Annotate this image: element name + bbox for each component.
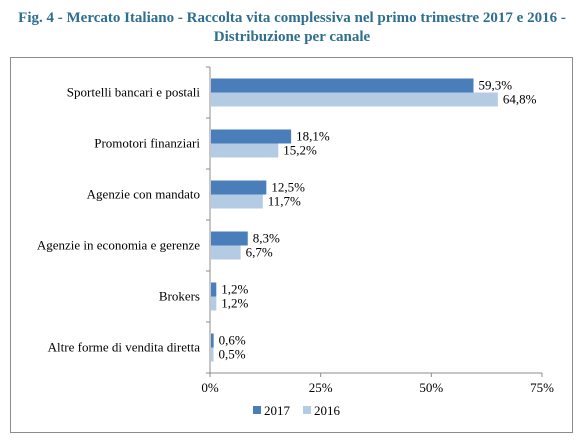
figure-title-line-2: Distribuzione per canale bbox=[213, 29, 371, 45]
x-tick-label: 25% bbox=[309, 380, 333, 395]
category-label: Promotori finanziari bbox=[94, 136, 200, 151]
category-label: Altre forme di vendita diretta bbox=[48, 340, 201, 355]
legend-swatch-2016 bbox=[303, 406, 311, 414]
legend-label-2017: 2017 bbox=[264, 403, 291, 418]
data-label-2017: 0,6% bbox=[219, 333, 246, 348]
bar-2017 bbox=[211, 129, 292, 144]
legend-label-2016: 2016 bbox=[314, 403, 341, 418]
data-label-2016: 11,7% bbox=[268, 194, 301, 209]
bar-2017 bbox=[211, 180, 267, 195]
bar-2016 bbox=[211, 143, 279, 158]
bar-2017 bbox=[211, 78, 474, 93]
bar-2016 bbox=[211, 245, 241, 260]
bar-2016 bbox=[211, 347, 214, 362]
bar-2017 bbox=[211, 231, 248, 246]
bar-2017 bbox=[211, 282, 217, 297]
data-label-2017: 59,3% bbox=[479, 78, 513, 93]
figure-title-line-1: Fig. 4 - Mercato Italiano - Raccolta vit… bbox=[18, 10, 566, 26]
data-label-2017: 8,3% bbox=[253, 231, 280, 246]
data-label-2017: 12,5% bbox=[271, 180, 305, 195]
bar-2017 bbox=[211, 333, 214, 348]
bar-2016 bbox=[211, 194, 263, 209]
category-label: Brokers bbox=[159, 289, 200, 304]
chart-frame bbox=[10, 57, 573, 433]
bar-2016 bbox=[211, 296, 217, 311]
data-label-2017: 1,2% bbox=[221, 282, 248, 297]
category-label: Agenzie con mandato bbox=[87, 187, 200, 202]
x-tick-label: 50% bbox=[419, 380, 443, 395]
data-label-2017: 18,1% bbox=[296, 129, 330, 144]
data-label-2016: 1,2% bbox=[221, 296, 248, 311]
data-label-2016: 6,7% bbox=[246, 245, 273, 260]
legend-swatch-2017 bbox=[253, 406, 261, 414]
x-tick-label: 75% bbox=[530, 380, 554, 395]
bar-2016 bbox=[211, 92, 498, 107]
x-tick-label: 0% bbox=[201, 380, 219, 395]
category-label: Sportelli bancari e postali bbox=[67, 85, 201, 100]
data-label-2016: 15,2% bbox=[283, 143, 317, 158]
category-label: Agenzie in economia e gerenze bbox=[37, 238, 200, 253]
data-label-2016: 64,8% bbox=[503, 92, 537, 107]
data-label-2016: 0,5% bbox=[219, 347, 246, 362]
